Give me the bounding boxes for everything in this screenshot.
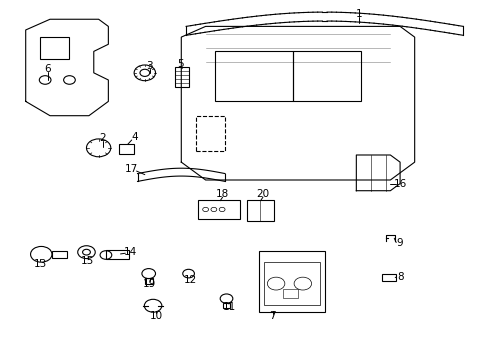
Text: 10: 10 [149, 311, 162, 321]
Text: 15: 15 [81, 256, 94, 266]
Bar [119, 144, 133, 154]
Text: 7: 7 [269, 311, 275, 321]
Text: 1: 1 [355, 9, 361, 19]
Text: 2: 2 [99, 133, 105, 143]
Text: 19: 19 [143, 279, 156, 289]
Bar [222, 303, 230, 307]
Text: 18: 18 [216, 189, 229, 199]
Bar [259, 251, 324, 312]
Bar [175, 67, 189, 87]
Text: 16: 16 [393, 179, 406, 189]
Text: 17: 17 [125, 164, 138, 174]
Bar [196, 116, 224, 152]
Text: 9: 9 [396, 238, 403, 248]
Text: 3: 3 [146, 61, 153, 71]
Bar [381, 274, 395, 281]
Bar [246, 200, 273, 221]
Bar [215, 51, 292, 102]
Bar [106, 250, 129, 259]
Bar [40, 37, 69, 59]
Text: 8: 8 [396, 272, 403, 282]
Bar [198, 200, 239, 219]
Text: 14: 14 [123, 247, 137, 257]
Text: 4: 4 [132, 132, 138, 142]
Bar [292, 51, 361, 102]
Bar [52, 251, 66, 258]
Text: 12: 12 [183, 275, 196, 285]
Bar [264, 262, 319, 305]
Bar [283, 289, 297, 298]
Bar [144, 278, 152, 284]
Text: 5: 5 [177, 59, 183, 69]
Text: 20: 20 [256, 189, 269, 199]
Text: 11: 11 [222, 302, 235, 312]
Text: 13: 13 [34, 259, 47, 269]
Text: 6: 6 [44, 64, 51, 74]
